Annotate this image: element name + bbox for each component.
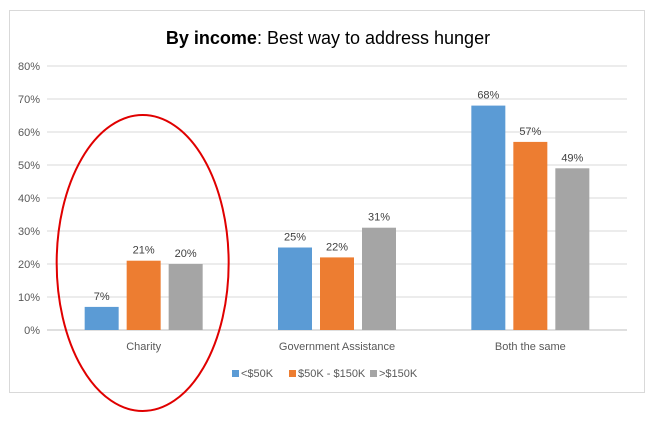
legend-swatch <box>289 370 296 377</box>
bar <box>555 168 590 330</box>
data-label: 7% <box>94 291 110 303</box>
data-label: 31% <box>368 212 390 224</box>
y-tick-label: 10% <box>18 292 40 304</box>
chart-title-rest: : Best way to address hunger <box>256 28 491 48</box>
data-label: 21% <box>133 245 155 257</box>
bar <box>471 105 506 330</box>
legend-swatch <box>370 370 377 377</box>
x-tick-label: Government Assistance <box>279 341 395 353</box>
bar <box>126 260 161 330</box>
x-tick-label: Charity <box>126 341 161 353</box>
y-tick-label: 50% <box>18 160 40 172</box>
data-label: 22% <box>326 241 348 253</box>
data-label: 49% <box>561 152 583 164</box>
y-tick-label: 20% <box>18 259 40 271</box>
bar <box>362 227 396 330</box>
data-label: 68% <box>477 90 499 102</box>
chart-title: By income: Best way to address hunger <box>0 28 656 49</box>
y-tick-label: 70% <box>18 94 40 106</box>
data-label: 20% <box>175 248 197 260</box>
legend-swatch <box>232 370 239 377</box>
x-tick-label: Both the same <box>495 341 566 353</box>
legend-label: $50K - $150K <box>298 368 366 380</box>
y-tick-label: 0% <box>24 325 40 337</box>
bar <box>320 257 354 330</box>
bar <box>84 306 119 330</box>
legend-label: >$150K <box>379 368 418 380</box>
bar <box>278 247 312 330</box>
y-tick-label: 30% <box>18 226 40 238</box>
legend-label: <$50K <box>241 368 274 380</box>
y-tick-label: 60% <box>18 127 40 139</box>
data-label: 57% <box>519 126 541 138</box>
y-tick-label: 80% <box>18 61 40 73</box>
y-tick-label: 40% <box>18 193 40 205</box>
chart-title-bold: By income <box>165 28 257 48</box>
annotation-ellipse <box>55 114 230 412</box>
data-label: 25% <box>284 232 306 244</box>
bar <box>168 264 203 330</box>
bar <box>513 141 548 330</box>
